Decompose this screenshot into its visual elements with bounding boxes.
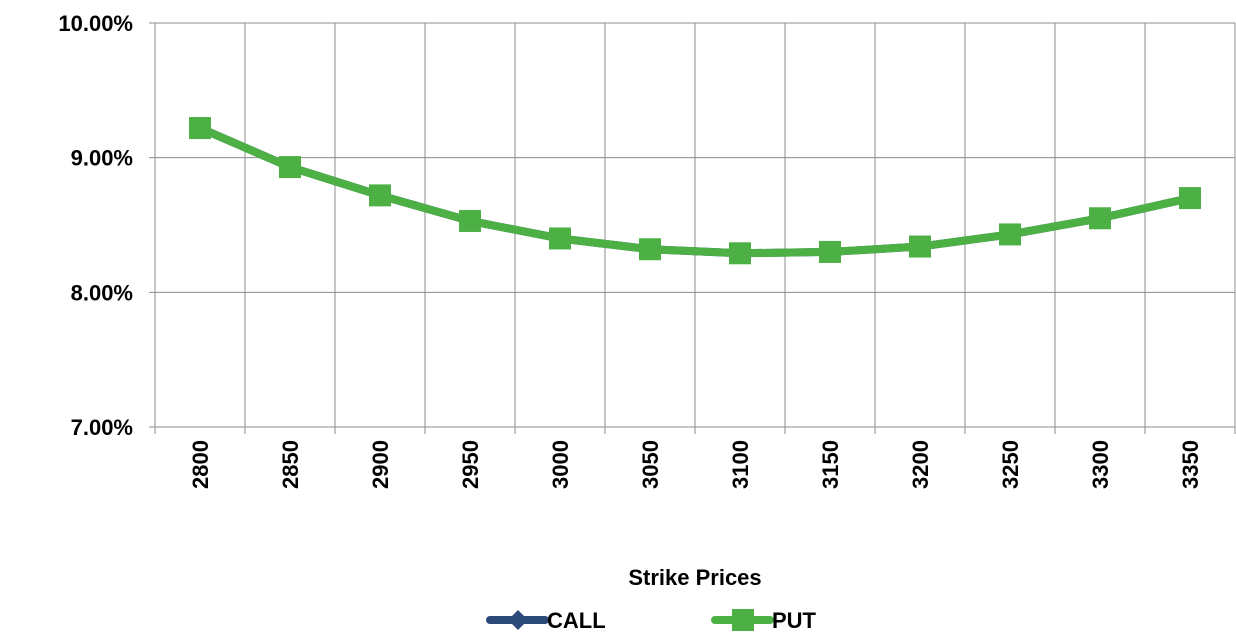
marker [549, 227, 571, 250]
x-tick-label: 3100 [728, 440, 753, 489]
legend-label: PUT [772, 608, 817, 633]
marker [1179, 187, 1201, 210]
x-axis-title: Strike Prices [628, 565, 761, 590]
marker [189, 117, 211, 140]
y-tick-label: 9.00% [71, 146, 133, 171]
marker [459, 209, 481, 232]
x-tick-label: 2800 [188, 440, 213, 489]
x-tick-label: 3300 [1088, 440, 1113, 489]
marker [639, 238, 661, 261]
marker [819, 240, 841, 263]
x-tick-label: 2850 [278, 440, 303, 489]
x-tick-label: 3200 [908, 440, 933, 489]
marker [1089, 207, 1111, 230]
marker [909, 235, 931, 258]
marker [508, 610, 528, 630]
x-tick-label: 3250 [998, 440, 1023, 489]
y-tick-label: 10.00% [58, 11, 133, 36]
x-tick-label: 3050 [638, 440, 663, 489]
marker [279, 156, 301, 179]
x-tick-label: 3150 [818, 440, 843, 489]
marker [729, 242, 751, 265]
x-tick-label: 3000 [548, 440, 573, 489]
marker [369, 184, 391, 207]
legend-label: CALL [547, 608, 606, 633]
y-tick-label: 7.00% [71, 415, 133, 440]
y-tick-label: 8.00% [71, 280, 133, 305]
x-tick-label: 3350 [1178, 440, 1203, 489]
series-line [198, 124, 1191, 258]
x-tick-label: 2950 [458, 440, 483, 489]
x-tick-label: 2900 [368, 440, 393, 489]
marker [732, 609, 754, 631]
marker [999, 223, 1021, 246]
